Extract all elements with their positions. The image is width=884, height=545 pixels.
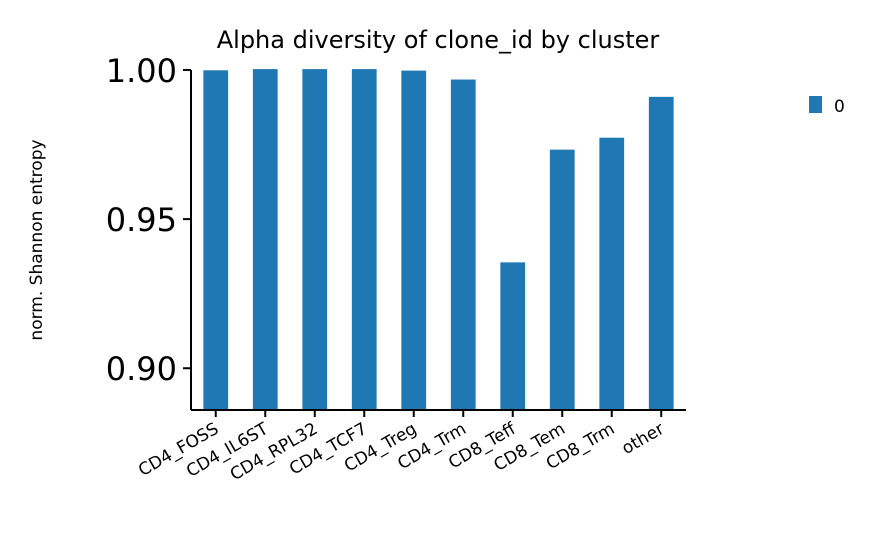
bar-CD4_IL6ST	[252, 69, 278, 411]
y-axis-label: norm. Shannon entropy	[27, 139, 47, 340]
bar-CD8_Tem	[549, 149, 575, 410]
bar-CD4_FOSS	[203, 70, 229, 410]
bar-CD4_Treg	[401, 70, 427, 410]
legend: 0	[809, 96, 845, 117]
legend-label: 0	[834, 97, 845, 117]
x-axis: CD4_FOSSCD4_IL6STCD4_RPL32CD4_TCF7CD4_Tr…	[135, 409, 686, 485]
bar-CD4_Trm	[450, 79, 476, 411]
y-tick-label: 1.00	[106, 52, 177, 90]
y-axis: 0.90 0.95 1.00	[106, 52, 192, 410]
bar-CD8_Teff	[500, 262, 526, 410]
bar-CD8_Trm	[599, 137, 625, 410]
bar-CD4_TCF7	[351, 69, 377, 411]
legend-swatch	[809, 96, 822, 113]
bar-CD4_RPL32	[302, 69, 328, 411]
y-tick-label: 0.90	[106, 350, 177, 388]
x-tick-label: other	[619, 419, 668, 459]
bar-other	[648, 96, 674, 410]
chart-title: Alpha diversity of clone_id by cluster	[217, 26, 660, 54]
bars-group	[203, 69, 674, 411]
y-tick-label: 0.95	[106, 201, 177, 239]
